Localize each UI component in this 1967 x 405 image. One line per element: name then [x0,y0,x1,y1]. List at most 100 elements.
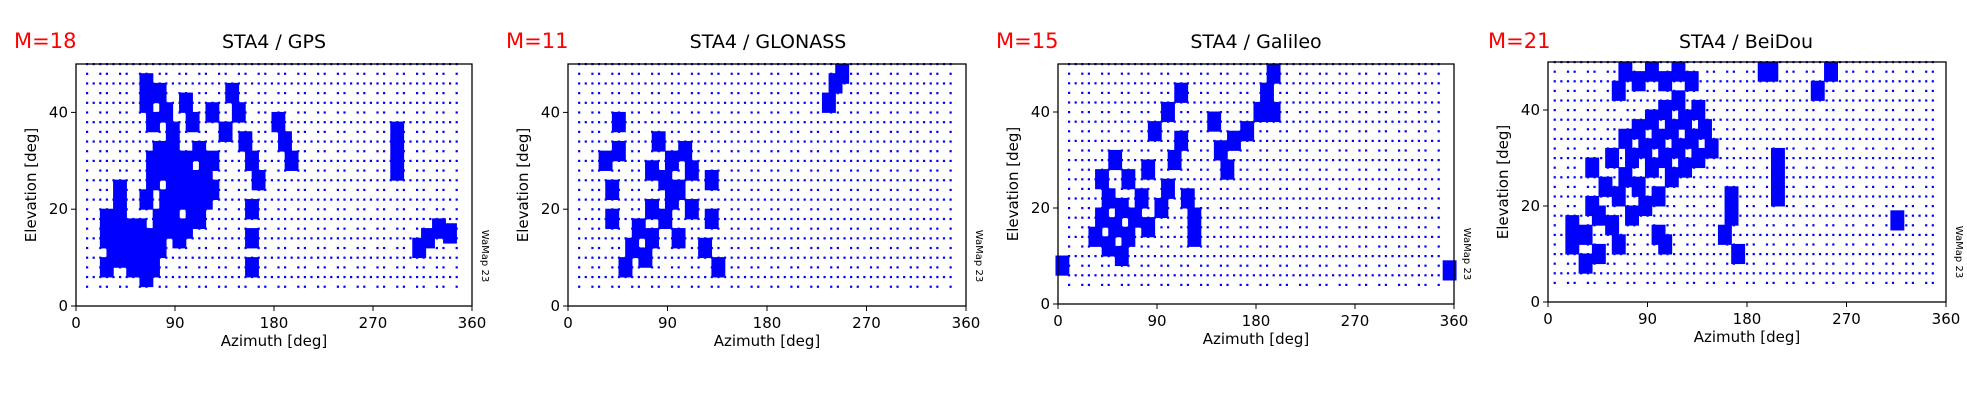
observed-point [909,159,912,162]
observed-point [1087,255,1090,258]
observed-point [770,150,773,153]
observed-point [1299,72,1302,75]
observed-point [909,217,912,221]
observed-point [1679,253,1682,256]
observed-point [204,130,207,133]
observed-point [1805,118,1808,121]
observed-point [1424,111,1427,114]
observed-point [1358,82,1361,85]
observed-point [323,266,326,269]
observed-point [1318,101,1321,104]
observed-point [591,150,594,153]
observed-point [836,121,839,124]
observed-point [796,227,800,230]
observed-point [1351,178,1354,181]
observed-point [1752,157,1755,160]
observed-point [1246,207,1249,210]
x-tick-label: 270 [359,314,388,332]
observed-point [637,150,640,153]
observed-point [1351,216,1354,219]
observed-point [1785,214,1788,217]
observed-point [1424,82,1427,85]
observed-point [1600,99,1603,102]
observed-point [1312,197,1315,200]
observed-point [336,237,339,240]
observed-point [684,275,687,279]
observed-point [929,150,932,153]
observed-point [1706,195,1709,198]
observed-point [651,188,654,192]
observed-point [856,159,859,162]
observed-point [651,285,654,288]
observed-point [690,111,694,114]
observed-point [1206,245,1209,248]
observed-point [1865,157,1868,160]
observed-point [1799,214,1802,217]
observed-point [1706,214,1709,217]
observed-point [1358,72,1361,75]
observed-point [1845,157,1848,160]
observed-point [1272,197,1275,200]
observed-point [178,256,181,259]
observed-point [1365,226,1368,229]
observed-point [1885,195,1888,198]
observed-point [290,121,293,124]
observed-point [1898,195,1901,198]
observed-point [876,246,879,250]
observed-point [578,208,581,211]
observed-point [1712,243,1716,246]
observed-point [909,101,912,104]
observed-point [1259,226,1262,229]
observed-point [757,92,760,95]
observed-point [1818,157,1822,160]
observed-point [1391,255,1394,258]
observed-point [231,237,234,240]
observed-point [1101,149,1104,152]
observed-point [1318,82,1321,85]
observed-point [317,237,320,240]
observed-point [1424,274,1427,277]
observed-point [1878,99,1881,102]
observed-point [317,208,320,211]
masked-point [1691,147,1706,169]
observed-point [710,92,713,95]
observed-point [244,188,247,192]
observed-point [936,130,939,133]
observed-point [830,285,833,288]
observed-point [1160,255,1163,258]
observed-point [1865,176,1868,179]
observed-point [757,237,760,240]
observed-point [429,179,432,182]
observed-point [843,179,846,182]
observed-point [790,82,793,85]
observed-point [1338,178,1341,181]
observed-point [591,159,594,162]
observed-point [1114,139,1117,142]
observed-point [1891,253,1895,256]
observed-point [277,72,280,75]
observed-point [237,275,240,279]
observed-point [1825,214,1828,217]
observed-point [1411,82,1414,85]
observed-point [1285,111,1288,114]
observed-point [1378,255,1381,258]
observed-point [1173,235,1176,238]
observed-point [92,82,95,85]
observed-point [356,266,359,269]
observed-point [303,198,306,201]
observed-point [863,217,866,221]
observed-point [1553,147,1556,150]
observed-point [429,217,432,221]
observed-point [1752,137,1755,140]
observed-point [1573,109,1576,112]
observed-point [929,217,932,221]
observed-point [1259,168,1262,171]
observed-point [916,169,919,172]
observed-point [677,285,680,288]
observed-point [816,82,820,85]
observed-point [597,285,601,288]
masked-point [1180,188,1195,209]
observed-point [1345,111,1348,114]
observed-point [1872,157,1875,160]
observed-point [1107,264,1110,267]
